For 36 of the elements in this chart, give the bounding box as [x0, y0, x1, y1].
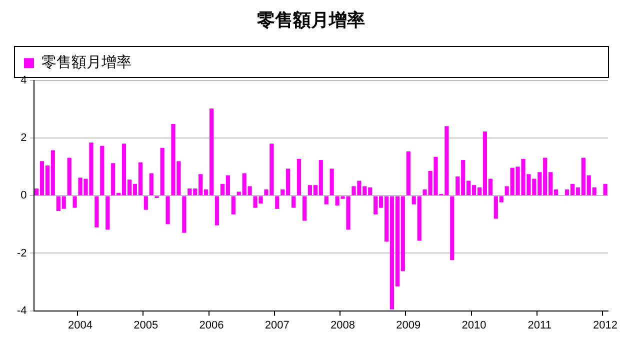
x-tick-label: 2011 — [528, 319, 552, 332]
bar — [72, 196, 77, 208]
bar — [94, 196, 99, 228]
x-tick-label: 2005 — [134, 319, 158, 332]
bar — [450, 196, 454, 260]
y-tick-label: 2 — [20, 132, 27, 144]
x-tick-label: 2008 — [330, 319, 356, 332]
bar — [603, 184, 608, 196]
x-tick-label: 2007 — [264, 319, 290, 332]
x-tick-label: 2012 — [593, 319, 618, 332]
bar — [149, 173, 154, 196]
bar — [67, 158, 72, 196]
bar — [324, 196, 328, 204]
bar — [144, 196, 148, 210]
x-tick-label: 2006 — [199, 319, 224, 332]
bar — [166, 196, 170, 224]
bar — [106, 196, 110, 230]
x-tick-label: 2004 — [68, 319, 93, 332]
bar — [214, 196, 220, 226]
chart-title: 零售額月增率 — [257, 10, 365, 30]
bar — [275, 196, 280, 209]
x-tick-label: 2010 — [462, 319, 486, 332]
bar — [182, 196, 186, 233]
bar — [291, 196, 296, 208]
y-tick-label: -4 — [17, 304, 27, 317]
bar — [231, 196, 236, 214]
bar — [296, 158, 302, 196]
y-tick-label: 0 — [20, 190, 27, 202]
bar — [160, 148, 164, 196]
bar — [302, 196, 307, 221]
bar — [330, 168, 334, 196]
legend-label: 零售額月增率 — [42, 54, 132, 72]
y-tick-label: -2 — [17, 247, 27, 260]
bar — [406, 151, 410, 196]
x-tick-label: 2009 — [396, 319, 421, 332]
bar — [100, 146, 104, 196]
